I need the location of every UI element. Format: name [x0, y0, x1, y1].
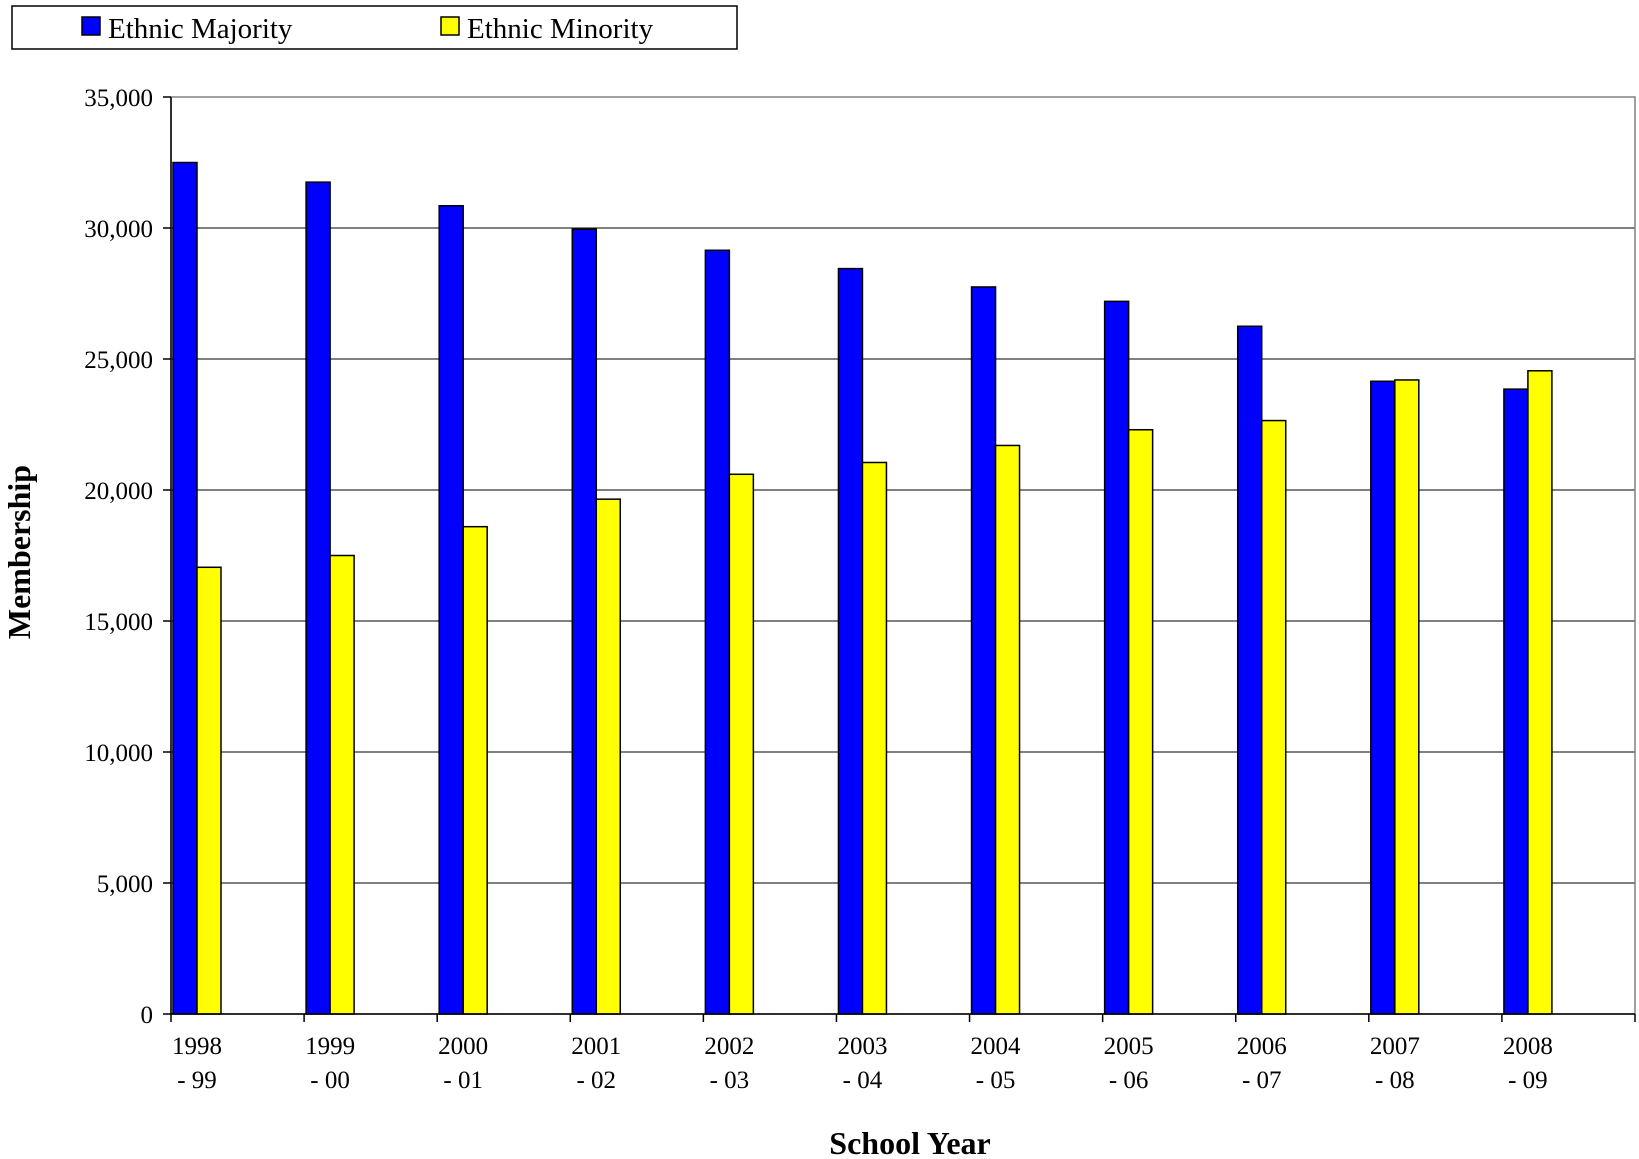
- bar-minority: [994, 444, 1021, 1015]
- bar-majority: [1370, 380, 1396, 1015]
- x-tick-label: - 04: [843, 1067, 883, 1094]
- bar-majority: [704, 249, 731, 1015]
- x-axis-ticks: 1998 - 99 1999 - 00 2000 - 01 2001 - 02 2002 - 03…: [170, 1014, 1636, 1094]
- x-tick-label: 2005: [1104, 1033, 1154, 1060]
- y-tick-label: 15,000: [84, 609, 153, 636]
- legend-swatch-minority: [440, 16, 460, 36]
- x-tick-label: - 07: [1242, 1067, 1282, 1094]
- bar-majority: [1103, 300, 1130, 1015]
- bar-majority: [1236, 325, 1263, 1015]
- bar-minority: [595, 498, 622, 1015]
- x-tick-label: 2001: [571, 1033, 621, 1060]
- y-tick-label: 0: [141, 1002, 154, 1029]
- y-tick-label: 5,000: [97, 871, 153, 898]
- bars: [172, 161, 1553, 1015]
- y-tick-label: 35,000: [84, 85, 153, 112]
- bar-minority: [1527, 370, 1553, 1015]
- y-axis-title: Membership: [1, 465, 37, 639]
- bar-majority: [571, 228, 598, 1015]
- bar-minority: [329, 554, 355, 1015]
- x-tick-label: 2007: [1370, 1033, 1420, 1060]
- y-tick-label: 20,000: [84, 478, 153, 505]
- bar-minority: [1394, 379, 1420, 1015]
- bar-minority: [1127, 428, 1154, 1015]
- x-tick-label: - 09: [1508, 1067, 1548, 1094]
- bar-minority: [462, 525, 488, 1015]
- bar-minority: [861, 461, 888, 1015]
- bar-majority: [837, 267, 864, 1015]
- x-tick-label: - 05: [976, 1067, 1016, 1094]
- y-tick-label: 25,000: [84, 347, 153, 374]
- legend-label-majority: Ethnic Majority: [108, 13, 293, 45]
- x-tick-label: 2003: [837, 1033, 887, 1060]
- bar-minority: [728, 473, 755, 1015]
- x-tick-label: 1998: [172, 1033, 222, 1060]
- x-tick-label: 2006: [1237, 1033, 1287, 1060]
- x-tick-label: 2002: [704, 1033, 754, 1060]
- x-tick-label: - 02: [576, 1067, 616, 1094]
- y-tick-label: 30,000: [84, 216, 153, 243]
- legend: Ethnic Majority Ethnic Minority: [11, 5, 738, 50]
- x-tick-label: 2008: [1503, 1033, 1553, 1060]
- legend-box: [11, 5, 738, 50]
- legend-swatch-majority: [81, 16, 101, 36]
- bar-majority: [305, 181, 331, 1015]
- x-tick-label: - 00: [310, 1067, 350, 1094]
- x-tick-label: - 03: [710, 1067, 750, 1094]
- x-tick-label: 2004: [971, 1033, 1022, 1060]
- legend-label-minority: Ethnic Minority: [467, 13, 654, 45]
- x-tick-label: - 01: [443, 1067, 483, 1094]
- x-tick-label: 1999: [305, 1033, 355, 1060]
- x-tick-label: - 99: [177, 1067, 217, 1094]
- x-axis-title: School Year: [829, 1125, 990, 1159]
- bar-minority: [196, 566, 222, 1015]
- bar-minority: [1260, 419, 1287, 1015]
- bar-majority: [1503, 388, 1529, 1015]
- bar-majority: [970, 286, 997, 1015]
- bar-majority: [172, 161, 198, 1015]
- x-tick-label: - 06: [1109, 1067, 1149, 1094]
- y-tick-label: 10,000: [84, 740, 153, 767]
- x-tick-label: 2000: [438, 1033, 488, 1060]
- bar-majority: [438, 204, 464, 1015]
- y-axis-ticks: 0 5,000 10,000 15,000 20,000 25,000 30,000 35,0…: [84, 85, 171, 1029]
- x-tick-label: - 08: [1375, 1067, 1415, 1094]
